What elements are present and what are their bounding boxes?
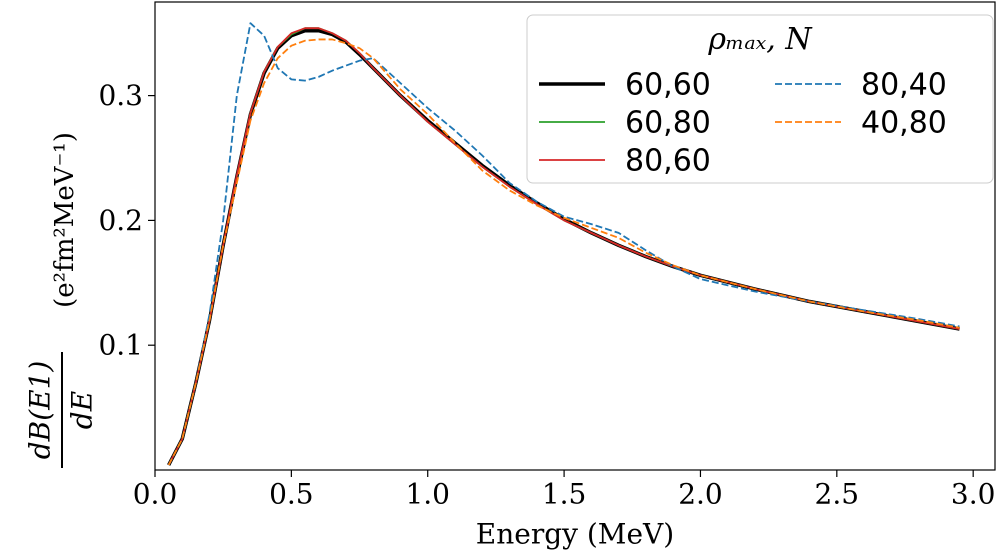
x-tick-label: 1.5 [542, 478, 587, 511]
legend-label: 60,60 [625, 68, 711, 103]
y-label-unit: (e²fm²MeV⁻¹) [50, 132, 80, 308]
x-axis-label: Energy (MeV) [476, 518, 674, 551]
plot-frame [154, 1, 996, 471]
series-line [167, 22, 960, 466]
series-line [167, 27, 960, 466]
y-tick-label: 0.2 [98, 204, 143, 237]
y-label-denominator: dE [66, 391, 99, 429]
x-tick-label: 2.0 [678, 478, 723, 511]
x-tick-label: 1.0 [405, 478, 450, 511]
series-line [167, 38, 960, 466]
x-tick-label: 3.0 [951, 478, 996, 511]
legend-label: 40,80 [861, 106, 947, 141]
y-axis-label: dB(E1) dE (e²fm²MeV⁻¹) [24, 132, 99, 468]
y-label-numerator: dB(E1) [24, 361, 57, 460]
x-tick-label: 0.0 [133, 478, 178, 511]
legend-box [526, 14, 994, 184]
legend-title: ρₘₐₓ, N [707, 22, 813, 57]
legend-label: 80,60 [625, 144, 711, 179]
y-tick-label: 0.1 [98, 329, 143, 362]
x-tick-label: 0.5 [269, 478, 314, 511]
x-tick-label: 2.5 [815, 478, 860, 511]
legend-label: 60,80 [625, 106, 711, 141]
y-tick-label: 0.3 [98, 79, 143, 112]
legend-label: 80,40 [861, 68, 947, 103]
